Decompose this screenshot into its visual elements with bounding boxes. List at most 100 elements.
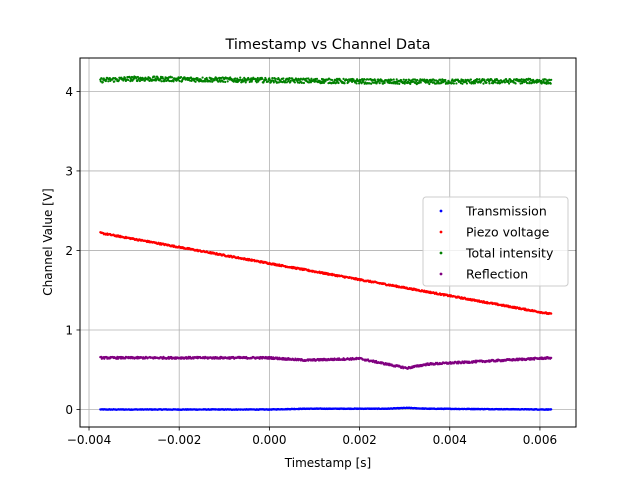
data-point [160,80,163,83]
data-point [156,77,160,80]
x-tick-label: −0.002 [157,433,201,447]
data-point [521,82,524,85]
legend-label: Total intensity [465,246,554,261]
legend-marker [439,230,443,234]
data-point [503,81,507,84]
data-point [398,82,401,85]
data-point [363,78,366,81]
data-point [550,408,553,411]
data-point [196,77,199,80]
data-point [419,81,422,84]
data-point [244,81,247,84]
series-transmission [99,406,553,411]
data-point [239,76,242,79]
data-point [194,80,197,83]
data-point [161,77,165,80]
data-point [414,78,417,81]
data-point [315,77,319,80]
data-point [383,81,386,84]
legend-label: Reflection [466,267,528,282]
data-point [478,78,481,81]
data-point [452,82,455,85]
y-axis-label: Channel Value [V] [41,188,55,295]
data-point [350,80,354,83]
data-point [190,79,193,82]
data-point [498,81,502,85]
data-point [488,82,491,85]
data-point [289,79,292,82]
data-point [427,80,430,83]
data-point [520,78,523,81]
data-point [300,81,304,84]
data-point [550,356,553,359]
data-point [272,81,275,84]
data-point [135,77,138,80]
legend-marker [439,209,443,213]
data-point [514,82,517,85]
data-point [129,80,132,83]
y-tick-label: 3 [65,164,73,178]
data-point [256,76,259,80]
data-point [550,78,553,81]
legend-label: Transmission [465,204,547,219]
data-point [396,82,399,85]
chart-title: Timestamp vs Channel Data [224,37,430,53]
data-point [285,81,288,84]
data-point [343,82,346,85]
data-point [523,81,526,84]
data-point [347,80,350,84]
data-point [439,78,442,81]
data-point [378,82,381,85]
data-point [358,82,361,85]
data-point [428,82,431,86]
data-point [204,80,207,83]
data-point [542,80,545,83]
data-point [101,81,104,84]
data-point [274,77,277,80]
data-point [526,82,529,85]
y-tick-label: 0 [65,403,73,417]
series-piezo-voltage [99,231,553,316]
data-point [170,76,174,79]
series-total-intensity [99,75,553,86]
data-point [261,77,264,80]
data-point [138,79,142,83]
data-point [136,75,140,79]
data-point [416,78,419,82]
data-point [302,81,306,85]
data-point [549,82,552,85]
data-point [213,79,216,82]
data-point [218,78,221,82]
data-point [476,78,479,81]
data-point [402,78,405,81]
data-point [107,80,110,83]
x-tick-label: 0.006 [523,433,557,447]
data-point [288,77,291,80]
data-point [108,77,111,80]
data-point [342,77,345,80]
data-point [374,79,377,82]
data-point [267,80,270,83]
legend-marker [439,272,443,276]
data-point [494,81,497,84]
data-point [337,81,340,85]
data-point [143,79,147,82]
data-point [217,80,220,83]
data-point [206,78,209,81]
data-point [461,82,464,85]
data-point [345,78,349,82]
data-point [189,76,193,79]
data-point [324,80,327,83]
data-point [392,78,395,81]
data-point [336,80,339,83]
data-point [117,79,120,82]
data-point [375,359,378,363]
data-point [100,77,103,80]
data-point [209,80,212,83]
data-point [444,78,447,82]
data-point [282,77,285,80]
data-point [123,76,126,79]
data-point [224,80,227,84]
data-point [120,76,123,79]
